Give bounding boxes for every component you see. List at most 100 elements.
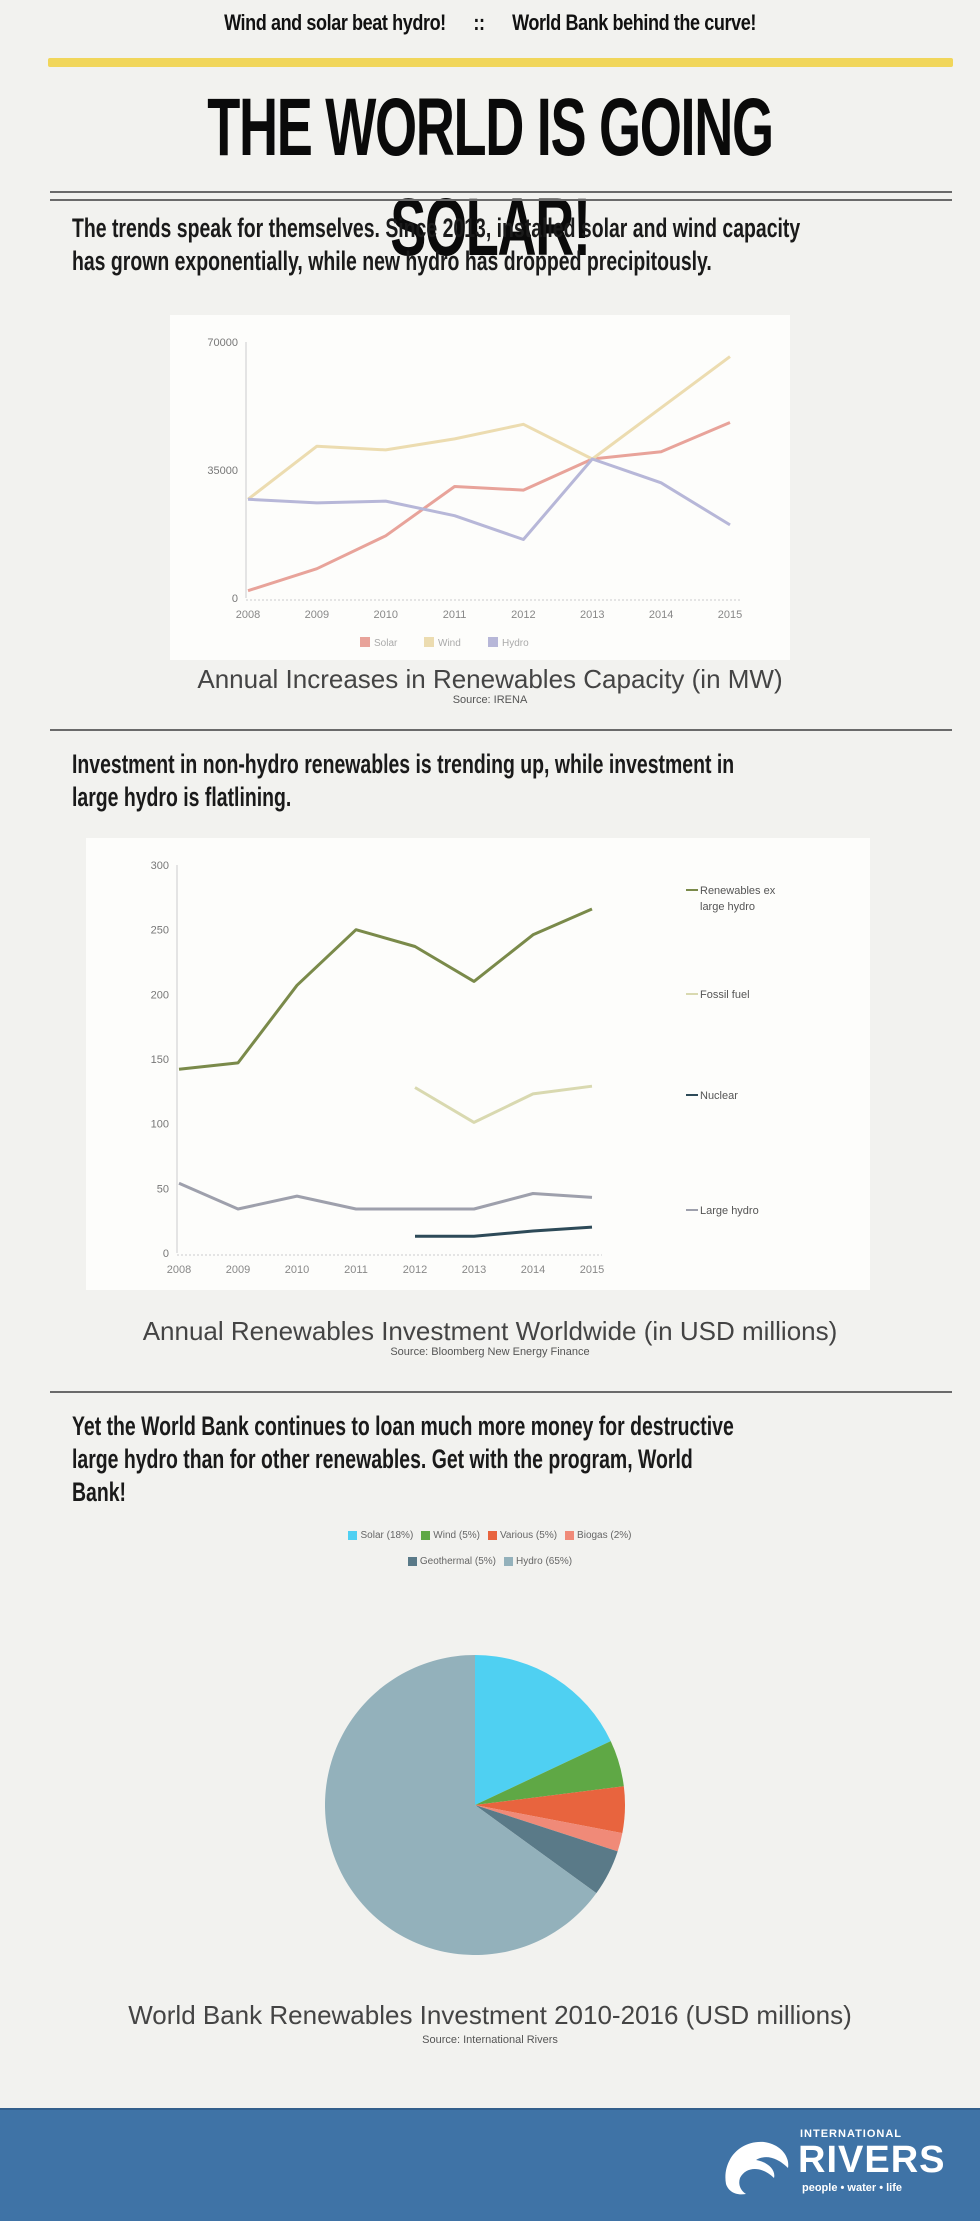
y-tick-label: 100: [151, 1119, 169, 1131]
pie-legend-row1: Solar (18%) Wind (5%) Various (5%) Biogas (…: [0, 1530, 980, 1541]
y-tick-label: 300: [151, 860, 169, 872]
legend-item: Geothermal (5%): [407, 1556, 496, 1567]
tagline: Wind and solar beat hydro! :: World Bank…: [88, 10, 892, 36]
divider: [50, 729, 952, 731]
legend-label: Geothermal (5%): [419, 1556, 496, 1567]
x-tick-label: 2011: [443, 609, 467, 621]
y-tick-label: 150: [151, 1054, 169, 1066]
y-tick-label: 35000: [207, 465, 238, 477]
x-tick-label: 2010: [373, 609, 397, 621]
legend-label: Hydro (65%): [516, 1556, 573, 1567]
footer-band: INTERNATIONAL RIVERS people • water • li…: [0, 2108, 980, 2221]
y-tick-label: 50: [157, 1183, 169, 1195]
legend-item: Solar (18%): [348, 1530, 413, 1541]
legend-swatch: [421, 1530, 431, 1540]
y-tick-label: 0: [232, 593, 238, 605]
y-tick-label: 250: [151, 925, 169, 937]
legend-label: Fossil fuel: [700, 989, 750, 1001]
pie-slice-wind: [475, 1741, 624, 1805]
pie-slice-solar: [475, 1655, 611, 1805]
chart1-title: Annual Increases in Renewables Capacity …: [197, 664, 783, 694]
chart1-source: Source: IRENA: [452, 694, 528, 706]
pie-chart: [324, 1655, 626, 1955]
legend-label: Biogas (2%): [577, 1530, 632, 1541]
capacity-line-chart: 0 35000 70000 2008 2009 2010 2011 2012 2013 2014 2…: [207, 337, 742, 649]
chart3-title: World Bank Renewables Investment 2010-20…: [128, 2000, 852, 2030]
capacity-chart: 0 35000 70000 2008 2009 2010 2011 2012 2013 2014 2…: [170, 315, 790, 660]
legend-label: Solar (18%): [360, 1530, 414, 1541]
divider: [50, 191, 952, 193]
legend-swatch: [348, 1530, 358, 1540]
legend-label: Hydro: [502, 638, 529, 649]
series-line-hydro: [247, 457, 731, 541]
x-tick-label: 2015: [718, 609, 742, 621]
legend-item: Hydro (65%): [504, 1556, 572, 1567]
pie-slice-various: [475, 1786, 626, 1834]
x-tick-label: 2009: [226, 1264, 250, 1276]
logo-org-main: RIVERS: [798, 2139, 946, 2181]
legend-swatch: [488, 637, 498, 647]
legend-label: Large hydro: [700, 1205, 759, 1217]
divider: [50, 1391, 952, 1393]
divider: [50, 199, 952, 201]
pie-legend-row2: Geothermal (5%) Hydro (65%): [0, 1556, 980, 1567]
legend-label: Various (5%): [499, 1530, 558, 1541]
legend-swatch: [360, 637, 370, 647]
investment-chart: 0 50 100 150 200 250 300 2008 2009 2010 2011 2012 20…: [86, 838, 870, 1290]
tagline-left: Wind and solar beat hydro!: [224, 10, 446, 35]
x-tick-label: 2014: [649, 609, 673, 621]
y-tick-label: 200: [151, 989, 169, 1001]
pie-slice-geothermal: [475, 1805, 618, 1894]
pie-slice-hydro: [324, 1655, 597, 1955]
legend-item: Wind (5%): [421, 1530, 480, 1541]
x-tick-label: 2011: [344, 1264, 368, 1276]
series-line-wind: [247, 355, 731, 501]
chart2-source: Source: Bloomberg New Energy Finance: [390, 1346, 590, 1358]
x-tick-label: 2015: [580, 1264, 604, 1276]
x-tick-label: 2012: [403, 1264, 427, 1276]
tagline-separator: ::: [473, 10, 485, 35]
logo-tagline: people • water • life: [802, 2182, 903, 2194]
legend-label: large hydro: [700, 901, 755, 913]
text-line: Investment in non-hydro renewables is tr…: [72, 749, 735, 779]
legend-item: Various (5%): [487, 1530, 558, 1541]
legend-label: Renewables ex: [700, 885, 776, 897]
legend-swatch: [565, 1530, 575, 1540]
text-line: The trends speak for themselves. Since 2…: [72, 213, 801, 243]
y-tick-label: 70000: [207, 337, 238, 349]
text-line: has grown exponentially, while new hydro…: [72, 246, 712, 276]
legend-swatch: [504, 1556, 513, 1566]
legend-item: Biogas (2%): [565, 1530, 632, 1541]
x-tick-label: 2008: [236, 609, 260, 621]
chart3-source: Source: International Rivers: [422, 2034, 558, 2046]
text-line: Bank!: [72, 1477, 127, 1507]
tagline-right: World Bank behind the curve!: [512, 10, 756, 35]
section3-text: Yet the World Bank continues to loan muc…: [72, 1410, 734, 1509]
section1-text: The trends speak for themselves. Since 2…: [72, 212, 801, 278]
text-line: large hydro than for other renewables. G…: [72, 1444, 693, 1474]
text-line: large hydro is flatlining.: [72, 782, 292, 812]
x-tick-label: 2012: [511, 609, 535, 621]
world-bank-pie: [320, 1650, 630, 1960]
series-line-fossil-fuel: [414, 1084, 593, 1124]
legend-swatch: [424, 637, 434, 647]
x-tick-label: 2013: [580, 609, 604, 621]
page-title: THE WORLD IS GOING SOLAR!: [207, 82, 774, 273]
text-line: Yet the World Bank continues to loan muc…: [72, 1411, 734, 1441]
x-tick-label: 2010: [285, 1264, 309, 1276]
logo-org-top: INTERNATIONAL: [800, 2128, 903, 2140]
rivers-logo-icon: [725, 2141, 789, 2195]
legend-swatch: [487, 1530, 497, 1540]
legend-label: Nuclear: [700, 1090, 738, 1102]
legend-swatch: [407, 1556, 417, 1566]
series-line-large-hydro: [178, 1181, 593, 1211]
x-tick-label: 2013: [462, 1264, 486, 1276]
chart2-title: Annual Renewables Investment Worldwide (…: [142, 1316, 838, 1346]
series-line-renewables-ex-large-hydro: [178, 907, 593, 1071]
x-tick-label: 2008: [167, 1264, 191, 1276]
section2-text: Investment in non-hydro renewables is tr…: [72, 748, 735, 814]
legend-label: Wind: [438, 638, 461, 649]
series-line-solar: [247, 421, 731, 593]
pie-slice-biogas: [475, 1805, 623, 1852]
yellow-divider: [48, 58, 953, 67]
